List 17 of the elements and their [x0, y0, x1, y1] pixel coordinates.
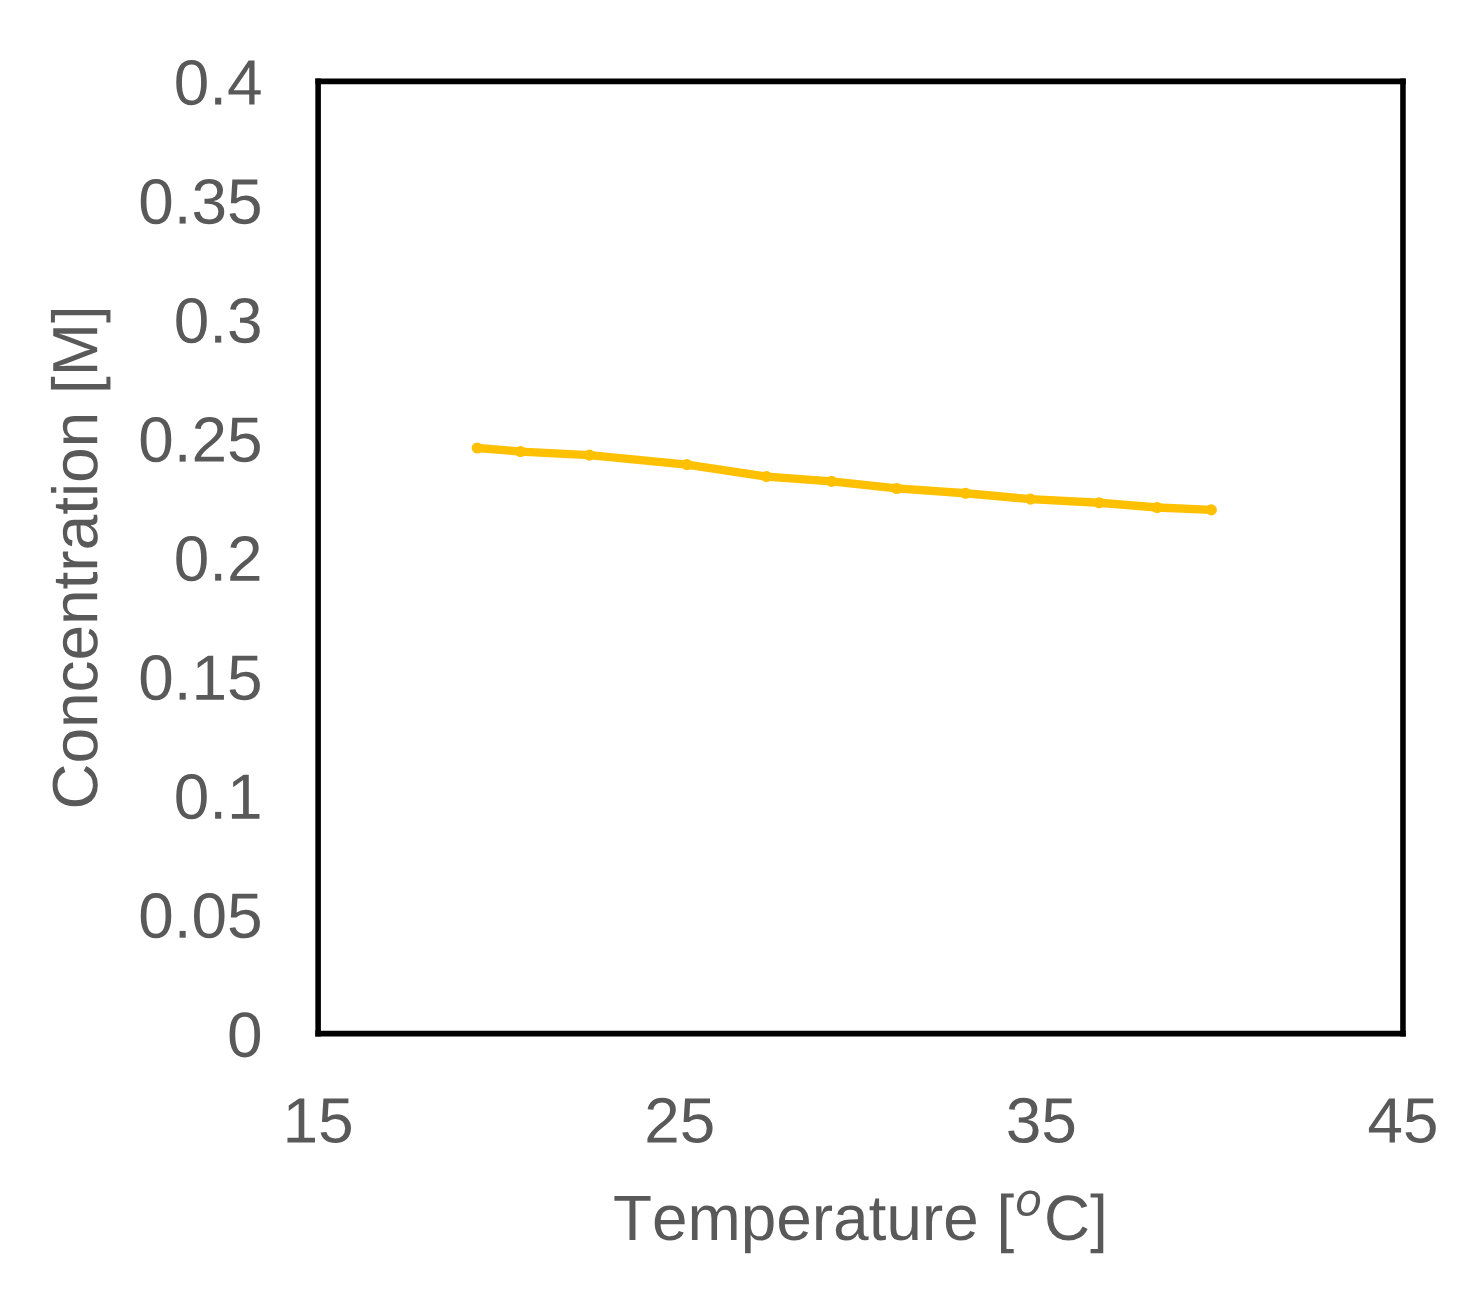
point [471, 442, 483, 454]
y-axis-title: Concentration [M] [50, 309, 111, 807]
x-tick-label: 25 [647, 1097, 713, 1144]
y-tick-label: 0.2 [176, 536, 260, 582]
y-tick-label: 0 [229, 1012, 261, 1058]
y-tick-label: 0.35 [140, 178, 260, 225]
y-tick-label: 0.05 [140, 893, 260, 939]
x-tick-label: 45 [1368, 1098, 1436, 1144]
point [681, 459, 693, 471]
y-tick-label: 0.4 [176, 59, 261, 106]
x-axis-title: Temperature [$^{o}$C] [614, 1190, 1104, 1254]
x-tick-label: 15 [287, 1098, 351, 1144]
y-tick-label: 0.15 [140, 655, 260, 701]
y-tick-label: 0.3 [176, 297, 260, 344]
y-tick-label: 0.25 [140, 417, 260, 463]
x-tick-label: 35 [1008, 1097, 1075, 1144]
y-tick-label: 0.1 [176, 774, 260, 820]
